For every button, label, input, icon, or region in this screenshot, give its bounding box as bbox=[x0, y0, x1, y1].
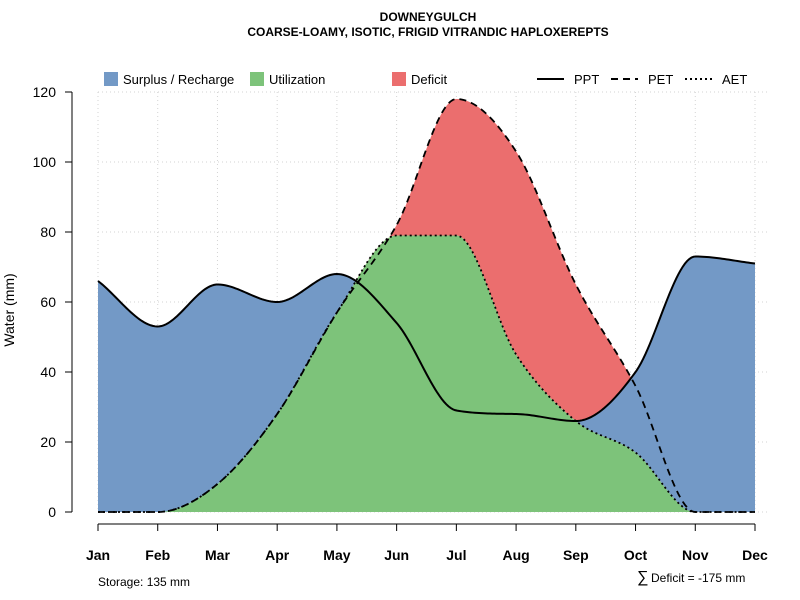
utilization-area-base bbox=[98, 281, 755, 512]
y-tick-label: 120 bbox=[33, 84, 57, 100]
legend: Surplus / Recharge Utilization Deficit PPT P… bbox=[104, 72, 747, 87]
legend-label: Surplus / Recharge bbox=[123, 72, 234, 87]
y-tick-label: 100 bbox=[33, 154, 57, 170]
deficit-symbol: ∑ bbox=[637, 569, 648, 586]
legend-swatch bbox=[104, 72, 118, 86]
deficit-area bbox=[98, 99, 755, 512]
x-tick-label: Apr bbox=[265, 547, 290, 563]
y-tick-label: 60 bbox=[40, 294, 56, 310]
x-tick-label: Dec bbox=[742, 547, 768, 563]
deficit-annotation: Deficit = -175 mm bbox=[651, 571, 745, 585]
legend-label: PET bbox=[648, 72, 673, 87]
x-tick-label: Mar bbox=[205, 547, 230, 563]
x-tick-label: Jan bbox=[86, 547, 110, 563]
x-tick-label: Feb bbox=[145, 547, 170, 563]
legend-swatch bbox=[250, 72, 264, 86]
x-tick-label: Jul bbox=[446, 547, 466, 563]
y-tick-label: 0 bbox=[48, 504, 56, 520]
chart-title: DOWNEYGULCH bbox=[380, 10, 477, 24]
x-tick-label: Sep bbox=[563, 547, 589, 563]
legend-swatch bbox=[392, 72, 406, 86]
legend-label: AET bbox=[722, 72, 747, 87]
legend-label: Deficit bbox=[411, 72, 448, 87]
y-axis-title: Water (mm) bbox=[1, 273, 17, 346]
y-tick-label: 20 bbox=[40, 434, 56, 450]
legend-label: Utilization bbox=[269, 72, 325, 87]
x-tick-label: May bbox=[323, 547, 350, 563]
y-tick-label: 40 bbox=[40, 364, 56, 380]
axes: 0 20 40 60 80 100 120 Jan Feb Mar Apr May Jun Jul Aug S… bbox=[33, 84, 768, 563]
surplus-recharge-area bbox=[98, 235, 755, 512]
storage-annotation: Storage: 135 mm bbox=[98, 575, 190, 589]
x-tick-label: Nov bbox=[682, 547, 709, 563]
ppt-line bbox=[97, 255, 756, 423]
legend-label: PPT bbox=[574, 72, 599, 87]
y-tick-label: 80 bbox=[40, 224, 56, 240]
plot-areas bbox=[98, 99, 755, 512]
pet-line bbox=[98, 98, 755, 513]
chart-subtitle: COARSE-LOAMY, ISOTIC, FRIGID VITRANDIC H… bbox=[247, 25, 608, 39]
series-lines bbox=[97, 98, 756, 513]
x-tick-label: Aug bbox=[502, 547, 529, 563]
aet-line bbox=[98, 234, 755, 513]
x-tick-label: Oct bbox=[624, 547, 648, 563]
x-tick-label: Jun bbox=[384, 547, 409, 563]
